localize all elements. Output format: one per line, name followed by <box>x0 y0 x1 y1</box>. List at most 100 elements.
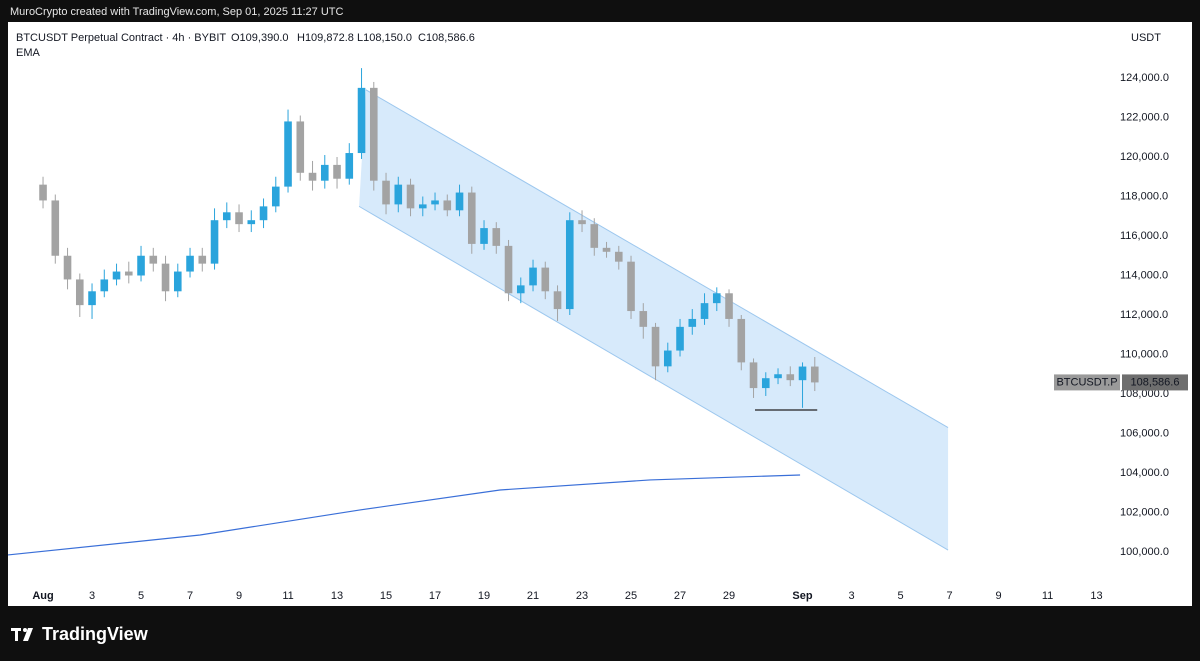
y-tick-label: 122,000.0 <box>1120 111 1169 123</box>
candle-body <box>492 228 501 246</box>
candle-body <box>480 228 488 244</box>
candle <box>75 273 84 317</box>
candle <box>247 210 256 233</box>
candle <box>578 210 586 233</box>
logo <box>11 628 33 641</box>
x-tick-label: 19 <box>478 590 490 602</box>
candle <box>149 247 158 272</box>
y-tick-label: 118,000.0 <box>1120 190 1168 202</box>
candle <box>345 143 354 185</box>
x-tick-label: 7 <box>946 590 952 602</box>
candle-body <box>149 255 158 264</box>
chart-title: BTCUSDT Perpetual Contract · 4h · BYBIT <box>16 32 226 44</box>
candle-body <box>541 267 550 292</box>
candle-body <box>173 271 182 292</box>
x-tick-label: 9 <box>236 590 242 602</box>
x-tick-label: 25 <box>625 590 637 602</box>
candle <box>186 247 194 278</box>
x-tick-label: Aug <box>32 590 53 602</box>
candle <box>761 372 770 396</box>
candle-body <box>137 255 145 276</box>
candle <box>161 255 170 302</box>
x-tick-label: 3 <box>89 590 95 602</box>
candle-body <box>382 180 390 205</box>
header-text: MuroCrypto created with TradingView.com,… <box>10 6 343 18</box>
candle <box>369 81 378 191</box>
candle-body <box>51 200 60 256</box>
candle <box>712 287 721 312</box>
x-tick-label: Sep <box>792 590 812 602</box>
price-tag <box>1122 374 1188 391</box>
x-tick-label: 5 <box>897 590 903 602</box>
candle-body <box>161 263 170 292</box>
x-tick-label: 17 <box>429 590 441 602</box>
candle-body <box>186 255 194 272</box>
symbol-tag <box>1054 374 1120 391</box>
candle <box>786 366 795 387</box>
candle-body <box>737 318 746 363</box>
candle <box>602 241 611 258</box>
candle <box>565 212 574 315</box>
ohlc-high: H109,872.8 <box>297 32 354 44</box>
candle <box>320 155 329 189</box>
y-tick-label: 112,000.0 <box>1120 309 1168 321</box>
candle <box>271 176 280 213</box>
price-tag-text: 108,586.6 <box>1131 376 1180 388</box>
candle-body <box>259 206 268 221</box>
candle-body <box>406 184 415 209</box>
candle <box>529 259 537 292</box>
candle <box>676 318 684 357</box>
candle <box>774 368 782 385</box>
x-tick-label: 9 <box>995 590 1001 602</box>
candle <box>443 194 452 217</box>
candle <box>455 184 464 217</box>
candle-body <box>700 303 709 319</box>
candle-body <box>345 153 354 179</box>
ohlc-open: O109,390.0 <box>231 32 289 44</box>
candle <box>467 186 476 254</box>
candle-body <box>443 200 452 211</box>
candle <box>418 196 427 217</box>
candle <box>516 277 525 304</box>
candle-body <box>308 172 317 181</box>
candle <box>222 202 231 229</box>
candle-body <box>688 318 697 327</box>
candle-body <box>75 279 84 306</box>
candle <box>357 68 366 159</box>
candle-body <box>271 186 280 207</box>
candle <box>51 194 60 264</box>
candle <box>112 263 121 286</box>
candle <box>406 178 415 217</box>
candle-body <box>504 245 513 294</box>
candle-body <box>284 121 292 187</box>
y-tick-label: 120,000.0 <box>1120 151 1169 163</box>
candle <box>284 109 292 193</box>
channel-upper <box>365 89 949 429</box>
candle-body <box>296 121 305 173</box>
candle <box>651 322 660 381</box>
x-tick-label: 15 <box>380 590 392 602</box>
candle-body <box>357 87 366 154</box>
ohlc-close: C108,586.6 <box>418 32 475 44</box>
candle-body <box>333 164 341 179</box>
candle <box>173 263 182 298</box>
x-tick-label: 3 <box>848 590 854 602</box>
candle-body <box>100 279 109 292</box>
candle-body <box>369 87 378 181</box>
candle-body <box>235 212 243 225</box>
candle-body <box>676 326 684 351</box>
candle <box>198 247 207 272</box>
candle-body <box>467 192 476 244</box>
candle <box>480 220 488 250</box>
candle <box>504 239 513 302</box>
candle <box>382 172 390 215</box>
candle-body <box>39 184 47 201</box>
candle-body <box>247 220 256 225</box>
y-tick-label: 102,000.0 <box>1120 506 1169 518</box>
x-tick-label: 29 <box>723 590 735 602</box>
candle-body <box>590 224 599 248</box>
y-tick-label: 106,000.0 <box>1120 427 1169 439</box>
candle-body <box>112 271 121 280</box>
